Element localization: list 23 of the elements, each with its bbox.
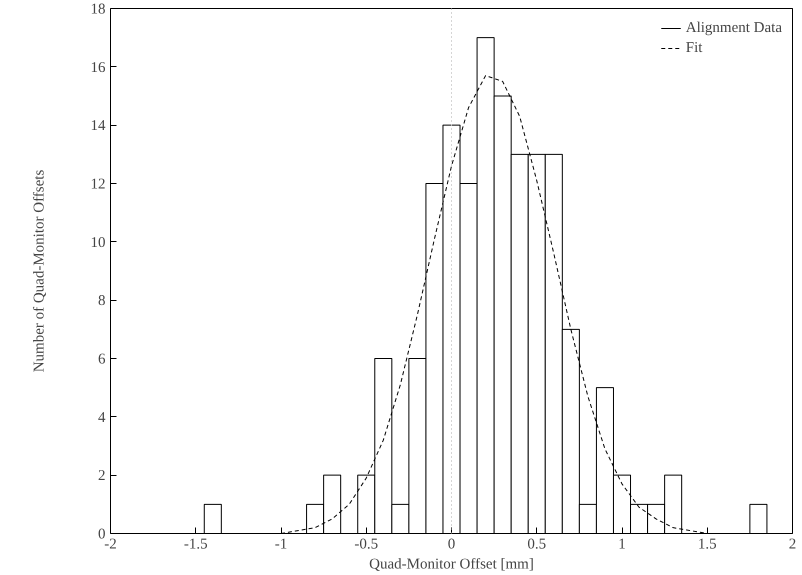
y-tick-label: 2 — [98, 468, 106, 484]
legend-label: Alignment Data — [686, 20, 782, 36]
y-tick-label: 8 — [98, 293, 106, 310]
y-axis-title: Number of Quad-Monitor Offsets — [32, 170, 48, 372]
x-tick-label: -1.5 — [184, 536, 208, 552]
x-tick-label: 1.5 — [698, 536, 717, 552]
y-tick-label: 0 — [98, 526, 106, 542]
y-tick-label: 10 — [90, 234, 106, 251]
y-tick-label: 12 — [90, 176, 106, 192]
x-axis-title: Quad-Monitor Offset [mm] — [369, 556, 534, 572]
x-tick-label: -2 — [104, 536, 117, 552]
legend-label: Fit — [686, 40, 704, 56]
y-tick-label: 16 — [90, 60, 106, 76]
x-tick-label: 2 — [788, 536, 796, 552]
x-tick-label: -0.5 — [354, 536, 378, 552]
y-tick-label: 6 — [98, 352, 106, 368]
y-tick-label: 18 — [90, 2, 106, 18]
x-tick-label: -1 — [274, 536, 288, 552]
x-tick-label: 0 — [448, 536, 456, 552]
y-tick-label: 4 — [98, 410, 106, 426]
x-tick-label: 0.5 — [527, 536, 546, 552]
y-tick-label: 14 — [90, 118, 106, 134]
x-tick-label: 1 — [618, 536, 626, 552]
